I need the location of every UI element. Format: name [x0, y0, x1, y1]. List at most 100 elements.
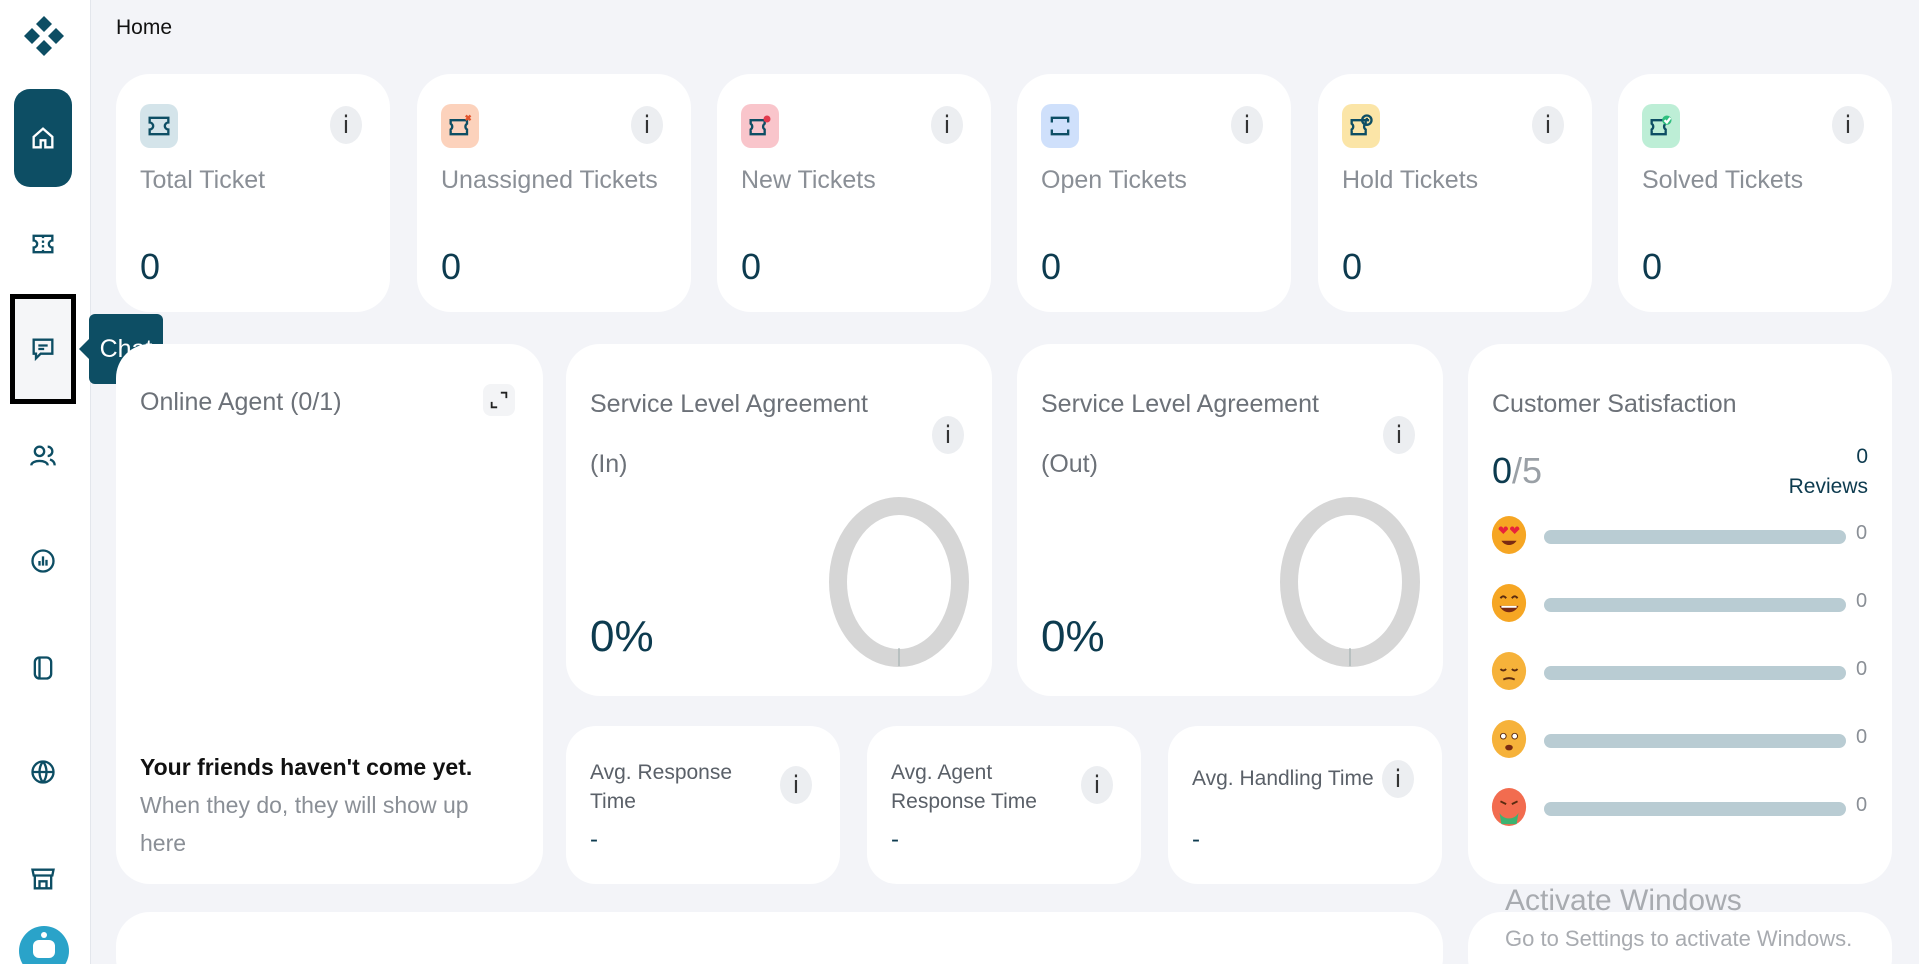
info-icon[interactable]: i: [780, 766, 812, 804]
worried-emoji: [1491, 720, 1527, 758]
score-value: 0: [1492, 450, 1513, 491]
nav-store[interactable]: [14, 850, 72, 908]
stat-value: 0: [1642, 246, 1663, 287]
stat-label: Hold Tickets: [1342, 166, 1479, 194]
info-icon[interactable]: i: [931, 106, 963, 144]
users-icon: [30, 445, 56, 466]
rating-bar: [1544, 666, 1846, 680]
sla-out-donut: [1280, 497, 1420, 667]
stat-card-total[interactable]: i Total Ticket 0: [116, 74, 390, 312]
sla-in-title: Service Level Agreement: [590, 390, 868, 418]
sla-out-card: Service Level Agreement (Out) i 0%: [1017, 344, 1443, 696]
score-max: /5: [1512, 450, 1543, 491]
stat-card-new[interactable]: i New Tickets 0: [717, 74, 991, 312]
reviews-count: 0: [1856, 445, 1868, 468]
sla-in-donut: [829, 497, 969, 667]
globe-icon: [31, 760, 55, 784]
info-icon[interactable]: i: [330, 106, 362, 144]
expand-icon: [490, 391, 508, 409]
stat-label: Unassigned Tickets: [441, 166, 658, 194]
robot-icon: [33, 932, 55, 958]
sidebar: Chat: [0, 0, 163, 964]
sla-out-title: Service Level Agreement: [1041, 390, 1319, 418]
nav-reports[interactable]: [14, 532, 72, 590]
stat-icon-unassigned: [441, 104, 479, 148]
info-icon[interactable]: i: [1382, 760, 1414, 798]
rating-bar: [1544, 530, 1846, 544]
hold-ticket-icon: [1350, 114, 1373, 136]
stat-card-unassigned[interactable]: i Unassigned Tickets 0: [417, 74, 691, 312]
rating-bar: [1544, 802, 1846, 816]
book-icon: [33, 656, 53, 680]
metric-label: Avg. Agent Response Time: [891, 761, 1037, 813]
rating-row: 0: [1490, 650, 1867, 694]
satisfaction-title: Customer Satisfaction: [1492, 390, 1737, 418]
stat-label: New Tickets: [741, 166, 876, 194]
satisfaction-score: 0/5: [1492, 450, 1542, 492]
rating-count: 0: [1856, 590, 1868, 612]
bottom-card-left: [116, 912, 1443, 964]
stat-icon-solved: [1642, 104, 1680, 148]
nauseated-emoji: [1491, 788, 1527, 826]
stat-label: Total Ticket: [140, 166, 266, 194]
store-icon: [31, 868, 55, 890]
stat-icon-hold: [1342, 104, 1380, 148]
windows-watermark-title: Activate Windows: [1505, 884, 1742, 917]
bottom-card-right: [1468, 912, 1892, 964]
stat-icon-open: [1041, 104, 1079, 148]
stat-value: 0: [1342, 246, 1363, 287]
nav-chat[interactable]: [14, 320, 72, 378]
nav-knowledge[interactable]: [14, 639, 72, 697]
metric-label: Avg. Handling Time: [1192, 767, 1374, 790]
sla-in-subtitle: (In): [590, 450, 628, 478]
metric-label: Avg. Response Time: [590, 761, 733, 813]
stat-value: 0: [1041, 246, 1062, 287]
bot-avatar[interactable]: [19, 926, 69, 964]
customer-satisfaction-card: Customer Satisfaction 0/5 0 Reviews 0 0 …: [1468, 344, 1892, 884]
rating-count: 0: [1856, 522, 1868, 544]
rating-count: 0: [1856, 794, 1868, 816]
chat-icon: [32, 338, 54, 362]
rating-row: 0: [1490, 718, 1867, 762]
stat-value: 0: [140, 246, 161, 287]
nav-tickets[interactable]: [14, 215, 72, 273]
empty-state-text: When they do, they will show up here: [140, 792, 469, 856]
rating-row: 0: [1490, 786, 1867, 830]
rating-bar: [1544, 598, 1846, 612]
rating-count: 0: [1856, 658, 1868, 680]
home-icon: [32, 127, 54, 149]
nav-home[interactable]: [14, 89, 72, 187]
nav-web[interactable]: [14, 743, 72, 801]
expand-button[interactable]: [483, 384, 515, 416]
app-logo[interactable]: [22, 14, 66, 58]
new-ticket-icon: [749, 115, 771, 136]
windows-watermark-subtitle: Go to Settings to activate Windows.: [1505, 926, 1853, 951]
stat-value: 0: [441, 246, 462, 287]
info-icon[interactable]: i: [1832, 106, 1864, 144]
info-icon[interactable]: i: [631, 106, 663, 144]
online-agent-empty: Your friends haven't come yet. When they…: [140, 748, 520, 862]
nav-users[interactable]: [14, 427, 72, 485]
info-icon[interactable]: i: [1532, 106, 1564, 144]
stat-card-solved[interactable]: i Solved Tickets 0: [1618, 74, 1892, 312]
info-icon[interactable]: i: [1231, 106, 1263, 144]
stat-card-hold[interactable]: i Hold Tickets 0: [1318, 74, 1592, 312]
metric-value: -: [891, 826, 899, 853]
rating-row: 0: [1490, 582, 1867, 626]
solved-ticket-icon: [1650, 115, 1672, 136]
ticket-icon: [148, 116, 170, 136]
info-icon[interactable]: i: [1383, 416, 1415, 454]
avg-handling-card: Avg. Handling Time i -: [1168, 726, 1442, 884]
stat-icon-total: [140, 104, 178, 148]
info-icon[interactable]: i: [1081, 766, 1113, 804]
sla-in-value: 0%: [590, 612, 654, 661]
heart-eyes-emoji: [1491, 516, 1527, 554]
info-icon[interactable]: i: [932, 416, 964, 454]
metric-value: -: [1192, 826, 1200, 853]
stat-card-open[interactable]: i Open Tickets 0: [1017, 74, 1291, 312]
unassigned-ticket-icon: [449, 114, 472, 136]
reviews: 0 Reviews: [1789, 442, 1868, 502]
stat-label: Open Tickets: [1041, 166, 1187, 194]
stat-icon-new: [741, 104, 779, 148]
report-icon: [31, 549, 55, 573]
